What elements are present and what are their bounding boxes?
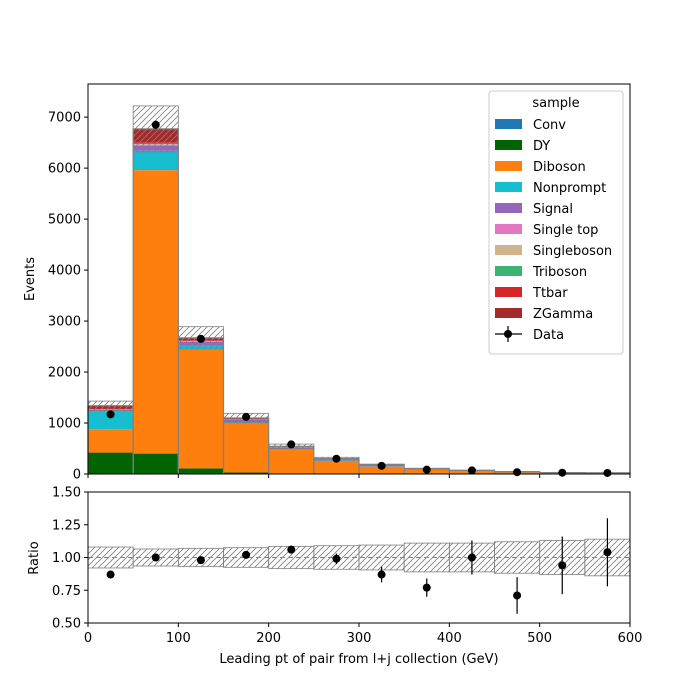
legend-label: Data xyxy=(533,328,564,343)
legend-label: Conv xyxy=(533,118,566,133)
bar-diboson xyxy=(223,423,269,473)
y-tick-label: 3000 xyxy=(48,315,81,330)
ratio-y-tick-label: 1.00 xyxy=(52,551,81,566)
bar-nonprompt xyxy=(88,411,134,430)
ratio-y-axis-label: Ratio xyxy=(27,541,42,574)
y-tick-label: 2000 xyxy=(48,366,81,381)
x-tick-label: 200 xyxy=(256,631,281,646)
ratio-point xyxy=(106,570,115,579)
ratio-point xyxy=(242,550,251,559)
bar-dy xyxy=(88,452,134,474)
legend-label: Diboson xyxy=(533,160,586,175)
legend-title: sample xyxy=(532,96,579,111)
legend-swatch xyxy=(495,161,522,171)
legend-swatch xyxy=(495,203,522,213)
y-tick-label: 7000 xyxy=(48,111,81,126)
y-tick-label: 1000 xyxy=(48,417,81,432)
data-point xyxy=(467,466,476,475)
ratio-point xyxy=(332,554,341,563)
bar-diboson xyxy=(178,349,224,469)
ratio-point xyxy=(513,591,522,600)
x-tick-label: 0 xyxy=(84,631,92,646)
legend-swatch xyxy=(495,182,522,192)
ratio-point xyxy=(287,545,296,554)
x-tick-label: 600 xyxy=(618,631,643,646)
ratio-point xyxy=(151,553,160,562)
data-point xyxy=(242,412,251,421)
legend-label: Triboson xyxy=(532,265,587,280)
legend-label: DY xyxy=(533,139,550,154)
bar-dy xyxy=(223,472,269,474)
data-point xyxy=(603,468,612,477)
data-point xyxy=(377,461,386,470)
y-tick-label: 6000 xyxy=(48,162,81,177)
legend-data-marker xyxy=(504,330,512,338)
uncertainty-band xyxy=(87,400,134,411)
bar-diboson xyxy=(313,461,359,474)
x-tick-label: 400 xyxy=(437,631,462,646)
bar-nonprompt xyxy=(268,448,314,450)
legend-swatch xyxy=(495,287,522,297)
legend-label: Singleboson xyxy=(533,244,612,259)
data-point xyxy=(513,468,522,477)
data-point xyxy=(106,410,115,419)
bar-nonprompt xyxy=(133,150,179,171)
bar-dy xyxy=(178,468,224,474)
ratio-panel: 0.50 0.75 1.00 1.25 1.50 0 100 200 300 400 500 600… xyxy=(27,486,642,668)
legend-label: Nonprompt xyxy=(533,181,606,196)
legend-label: ZGamma xyxy=(533,307,593,322)
data-point xyxy=(287,440,296,449)
ratio-point xyxy=(196,556,205,565)
legend-swatch xyxy=(495,140,522,150)
ratio-uncertainty-band xyxy=(358,544,405,571)
ratio-y-tick-label: 1.50 xyxy=(52,486,81,501)
data-point xyxy=(332,454,341,463)
data-point xyxy=(196,334,205,343)
ratio-y-tick-label: 1.25 xyxy=(52,518,81,533)
ratio-point xyxy=(422,583,431,592)
bar-diboson xyxy=(133,170,179,454)
ratio-uncertainty-band xyxy=(87,546,134,569)
legend-swatch xyxy=(495,266,522,276)
ratio-point xyxy=(603,548,612,557)
ratio-y-tick-label: 0.75 xyxy=(52,584,81,599)
ratio-y-tick-label: 0.50 xyxy=(52,617,81,632)
legend-label: Signal xyxy=(533,202,573,217)
legend-label: Single top xyxy=(533,223,598,238)
bar-diboson xyxy=(359,466,405,474)
legend-box xyxy=(488,90,624,355)
x-tick-label: 100 xyxy=(166,631,191,646)
legend-swatch xyxy=(495,245,522,255)
legend-label: Ttbar xyxy=(532,286,568,301)
ratio-point xyxy=(467,553,476,562)
legend: sample Conv DY Diboson Nonprompt Signal Single… xyxy=(488,90,624,355)
bar-dy xyxy=(133,453,179,474)
data-point xyxy=(558,468,567,477)
main-y-axis-label: Events xyxy=(23,257,38,301)
bar-diboson xyxy=(268,449,314,474)
legend-swatch xyxy=(495,224,522,234)
main-panel: 0 1000 2000 3000 4000 5000 6000 7000 Events sam… xyxy=(23,83,631,483)
ratio-point xyxy=(558,561,567,570)
bar-diboson xyxy=(88,429,134,453)
data-point xyxy=(151,120,160,129)
legend-swatch xyxy=(495,308,522,318)
data-point xyxy=(422,465,431,474)
legend-swatch xyxy=(495,119,522,129)
x-axis-label: Leading pt of pair from l+j collection (… xyxy=(219,652,498,667)
y-tick-label: 0 xyxy=(73,468,81,483)
y-tick-label: 5000 xyxy=(48,213,81,228)
y-tick-label: 4000 xyxy=(48,264,81,279)
x-tick-label: 300 xyxy=(347,631,372,646)
x-tick-label: 500 xyxy=(527,631,552,646)
ratio-point xyxy=(377,570,386,579)
